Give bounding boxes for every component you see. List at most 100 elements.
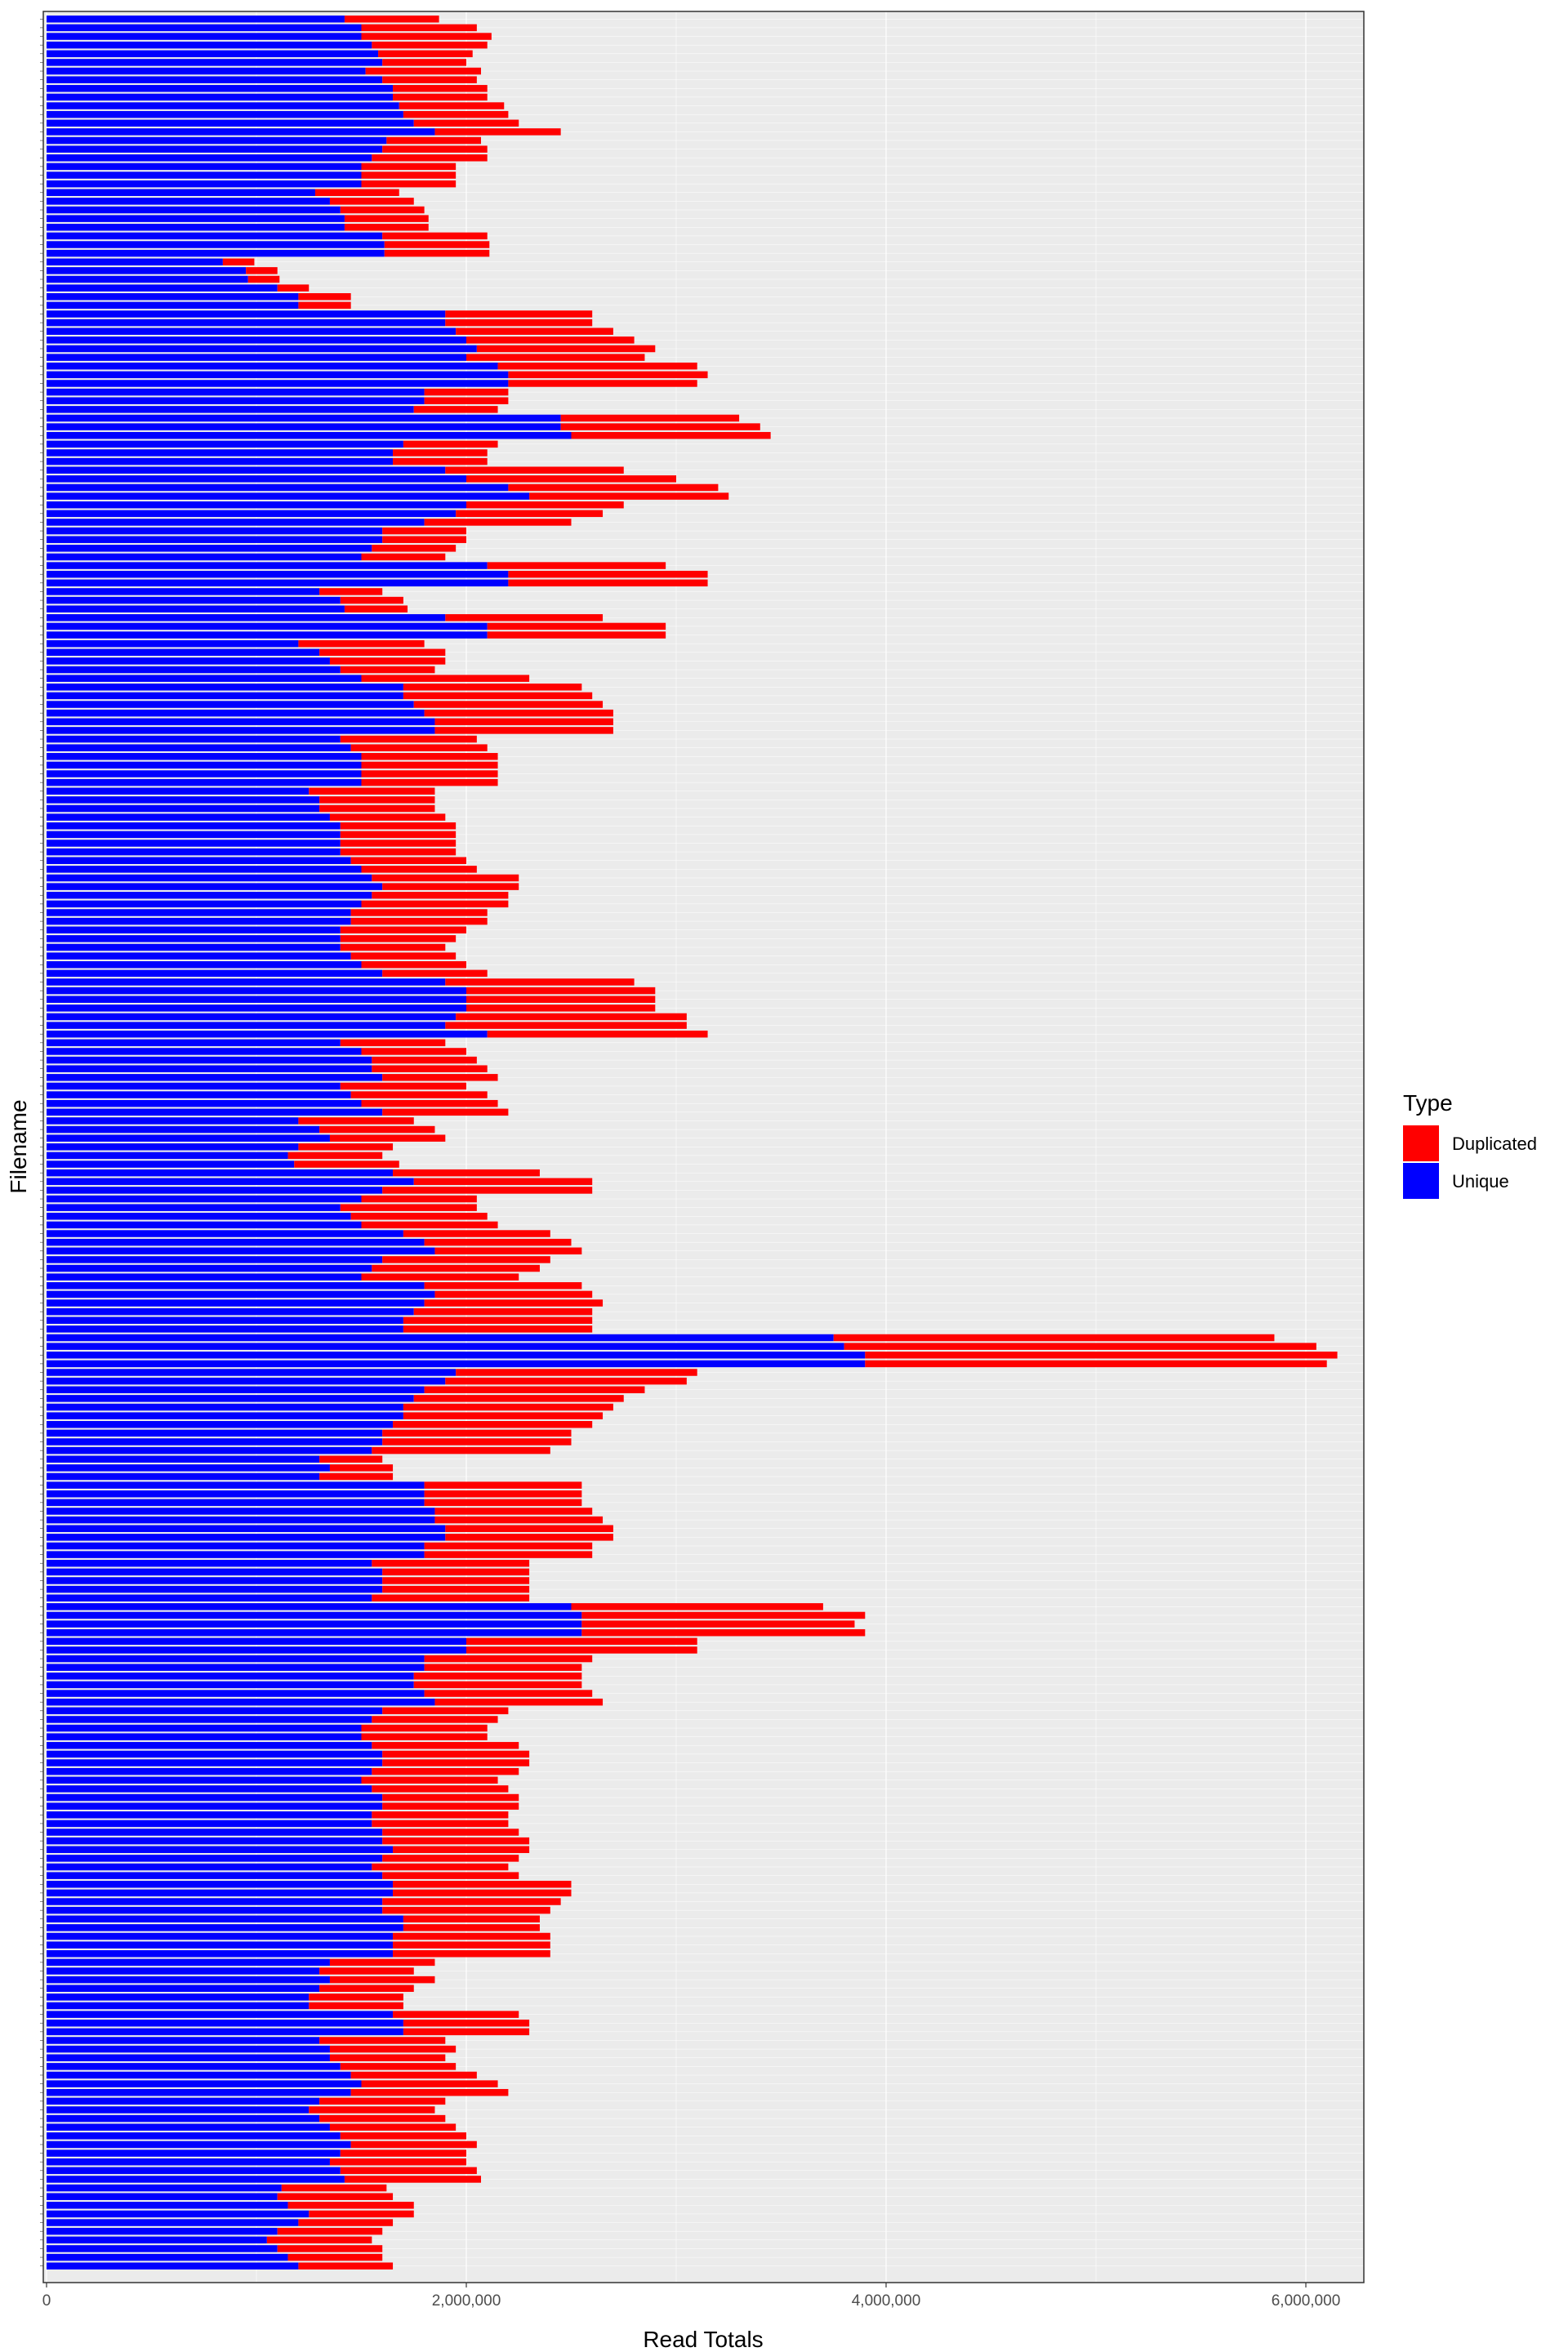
bar-unique xyxy=(47,145,383,153)
bar-unique xyxy=(47,67,366,75)
bar-unique xyxy=(47,2219,299,2226)
bar-unique xyxy=(47,1655,425,1663)
bar-duplicated xyxy=(466,1646,697,1654)
bar-unique xyxy=(47,2167,341,2175)
bar-unique xyxy=(47,1508,435,1515)
bar-unique xyxy=(47,519,425,526)
bar-unique xyxy=(47,1481,425,1489)
bar-unique xyxy=(47,813,330,821)
bar-duplicated xyxy=(294,1160,399,1168)
bar-duplicated xyxy=(361,553,446,561)
bar-duplicated xyxy=(382,1802,519,1810)
bar-duplicated xyxy=(340,1204,477,1211)
bar-duplicated xyxy=(361,172,457,179)
bar-duplicated xyxy=(382,1906,550,1914)
bar-unique xyxy=(47,2045,330,2053)
bar-unique xyxy=(47,917,351,925)
bar-unique xyxy=(47,1785,372,1793)
bar-duplicated xyxy=(424,1490,582,1498)
bar-duplicated xyxy=(424,709,613,717)
bar-unique xyxy=(47,1386,425,1394)
bar-duplicated xyxy=(350,857,466,864)
bar-duplicated xyxy=(372,874,519,882)
bar-duplicated xyxy=(361,778,498,786)
bar-duplicated xyxy=(372,891,509,899)
bar-unique xyxy=(47,1074,383,1081)
bar-duplicated xyxy=(434,1290,593,1298)
bar-unique xyxy=(47,1967,320,1975)
bar-duplicated xyxy=(277,284,310,292)
bar-unique xyxy=(47,362,498,370)
bar-duplicated xyxy=(434,1698,604,1706)
bar-duplicated xyxy=(281,2184,387,2192)
bar-duplicated xyxy=(340,2149,466,2157)
bar-duplicated xyxy=(329,1134,446,1142)
bar-duplicated xyxy=(466,1004,656,1012)
bar-duplicated xyxy=(361,770,498,777)
bar-duplicated xyxy=(476,345,656,353)
bar-duplicated xyxy=(382,1108,509,1116)
bar-unique xyxy=(47,318,446,327)
bar-unique xyxy=(47,857,351,864)
bar-duplicated xyxy=(329,657,446,665)
bar-unique xyxy=(47,2245,278,2252)
bar-unique xyxy=(47,1811,372,1819)
bar-duplicated xyxy=(382,1429,572,1437)
bar-unique xyxy=(47,2106,310,2114)
bar-unique xyxy=(47,1013,457,1021)
bar-duplicated xyxy=(372,1811,509,1819)
bar-duplicated xyxy=(319,2037,446,2044)
bar-unique xyxy=(47,735,341,743)
bar-unique xyxy=(47,301,299,310)
bar-duplicated xyxy=(434,1516,604,1524)
legend-key-unique xyxy=(1403,1163,1439,1199)
bar-duplicated xyxy=(384,241,490,248)
bar-duplicated xyxy=(382,969,488,978)
bar-duplicated xyxy=(393,1421,593,1428)
bar-duplicated xyxy=(344,16,439,23)
bar-unique xyxy=(47,1594,372,1601)
bar-unique xyxy=(47,1230,403,1237)
bar-duplicated xyxy=(487,562,666,569)
bar-duplicated xyxy=(403,1403,613,1411)
bar-unique xyxy=(47,1637,466,1646)
bar-unique xyxy=(47,744,351,751)
bar-unique xyxy=(47,1577,383,1584)
bar-unique xyxy=(47,406,414,413)
bar-unique xyxy=(47,1542,425,1550)
bar-duplicated xyxy=(434,1508,593,1515)
bar-unique xyxy=(47,1611,582,1619)
bar-duplicated xyxy=(319,1455,383,1463)
bar-duplicated xyxy=(508,371,708,379)
bar-unique xyxy=(47,605,345,612)
bar-duplicated xyxy=(319,1984,414,1992)
bar-duplicated xyxy=(581,1611,866,1619)
bar-unique xyxy=(47,1247,435,1255)
bar-unique xyxy=(47,553,362,561)
bar-unique xyxy=(47,596,341,604)
bar-unique xyxy=(47,1299,425,1307)
bar-duplicated xyxy=(372,545,457,552)
bar-unique xyxy=(47,1464,330,1472)
bar-duplicated xyxy=(340,735,477,743)
bar-unique xyxy=(47,1187,383,1194)
bar-unique xyxy=(47,2184,282,2192)
bar-duplicated xyxy=(403,2028,530,2036)
bar-duplicated xyxy=(372,1785,509,1793)
bar-duplicated xyxy=(382,1793,519,1802)
bar-unique xyxy=(47,1767,372,1775)
bar-unique xyxy=(47,1195,362,1203)
bar-duplicated xyxy=(445,1525,613,1532)
bar-duplicated xyxy=(372,1820,509,1828)
bar-duplicated xyxy=(344,215,429,222)
bar-unique xyxy=(47,310,446,318)
bar-duplicated xyxy=(403,684,582,691)
bar-unique xyxy=(47,787,310,795)
legend-label-duplicated: Duplicated xyxy=(1452,1134,1537,1154)
bar-unique xyxy=(47,388,425,396)
bar-duplicated xyxy=(466,1637,697,1646)
bar-duplicated xyxy=(382,1438,572,1446)
bar-duplicated xyxy=(361,1776,498,1784)
bar-duplicated xyxy=(382,145,488,153)
